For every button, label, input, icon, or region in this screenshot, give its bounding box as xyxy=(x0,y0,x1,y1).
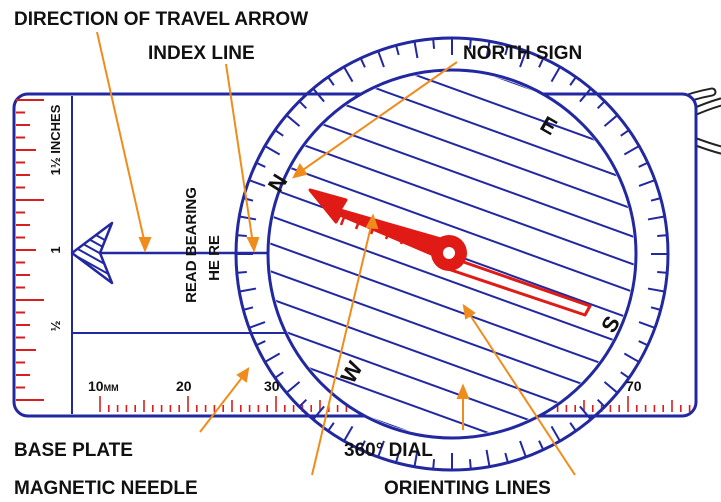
dial-tick xyxy=(256,340,266,346)
dial-tick xyxy=(343,67,354,83)
mm-label-20: 20 xyxy=(176,378,192,394)
dial-tick xyxy=(657,234,667,238)
dial-tick xyxy=(240,287,257,293)
dial-tick xyxy=(413,42,419,59)
dial-tick xyxy=(244,306,254,311)
inch-ruler-ticks xyxy=(16,99,44,401)
dial-tick xyxy=(265,145,281,156)
magnetic-needle xyxy=(308,188,592,317)
orienting-line xyxy=(270,213,634,393)
dial-outer-ring xyxy=(234,36,670,472)
dial-tick xyxy=(650,306,660,311)
dial-tick xyxy=(286,115,301,127)
dial-tick xyxy=(579,88,591,103)
mm-label-70: 70 xyxy=(626,378,642,394)
dial-tick xyxy=(647,215,664,221)
dial-tick xyxy=(579,405,591,420)
dial-tick xyxy=(256,162,266,168)
mm-label-30: 30 xyxy=(264,378,280,394)
dial-tick xyxy=(550,425,561,441)
dial-degree-ticks xyxy=(237,39,667,469)
dial-tick xyxy=(485,449,491,466)
dial-tick xyxy=(538,440,544,450)
inch-label-one: 1 xyxy=(48,246,63,253)
dial-tick xyxy=(286,381,301,393)
label-direction-of-travel-arrow: DIRECTION OF TRAVEL ARROW xyxy=(14,9,308,30)
dial-tick xyxy=(377,440,385,457)
dial-tick xyxy=(519,440,527,457)
label-magnetic-needle: MAGNETIC NEEDLE xyxy=(14,478,198,499)
dial-tick xyxy=(275,129,284,137)
dial-tick xyxy=(538,58,544,68)
read-bearing-line2: HE RE xyxy=(206,235,223,281)
label-base-plate: BASE PLATE xyxy=(14,440,133,461)
orienting-line xyxy=(270,115,634,295)
dial-tick xyxy=(596,101,605,110)
label-index-line: INDEX LINE xyxy=(148,43,255,64)
mm-label-10-value: 10 xyxy=(88,378,104,394)
orienting-line xyxy=(270,335,634,436)
label-north-sign: NORTH SIGN xyxy=(463,43,582,64)
dial-tick xyxy=(327,77,335,86)
dial-tick xyxy=(620,371,629,379)
dial-tick xyxy=(504,46,509,56)
dial-tick xyxy=(620,129,629,137)
mm-label-10: 10MM xyxy=(88,378,119,394)
dial-tick xyxy=(638,340,648,346)
dial-tick xyxy=(623,352,639,363)
dial-tick xyxy=(237,270,247,274)
orienting-line xyxy=(270,311,634,436)
callout-leaders xyxy=(96,31,576,476)
dial-tick xyxy=(432,39,436,49)
inch-label-half: ½ xyxy=(48,320,63,331)
dial-tick xyxy=(569,422,577,431)
dial-tick xyxy=(569,77,577,86)
inch-label-one-and-half: 1½ INCHES xyxy=(48,104,63,175)
dial-tick xyxy=(485,42,491,59)
dial-tick xyxy=(343,425,354,441)
dial-tick xyxy=(360,440,366,450)
dial-tick xyxy=(603,381,618,393)
dial-tick xyxy=(650,197,660,202)
dial-tick xyxy=(468,39,472,49)
dial-tick xyxy=(657,270,667,274)
dial-tick xyxy=(638,321,655,329)
dial-tick xyxy=(603,115,618,127)
direction-arrow-icon xyxy=(70,221,114,285)
dial-tick xyxy=(638,162,648,168)
orienting-line xyxy=(270,72,634,173)
dial-tick xyxy=(432,459,436,469)
dial-tick xyxy=(596,398,605,407)
dial-tick xyxy=(519,51,527,68)
label-360-dial: 360° DIAL xyxy=(344,440,433,461)
dial-tick xyxy=(313,405,325,420)
dial-tick xyxy=(265,352,281,363)
dial-tick xyxy=(647,287,664,293)
dial-tick xyxy=(623,145,639,156)
dial-tick xyxy=(468,459,472,469)
dial-tick xyxy=(313,88,325,103)
dial-tick xyxy=(327,422,335,431)
mm-label-10-unit: MM xyxy=(104,383,119,393)
dial-tick xyxy=(504,452,509,462)
dial-tick xyxy=(395,452,400,462)
label-orienting-lines: ORIENTING LINES xyxy=(384,478,551,499)
dial-tick xyxy=(638,179,655,187)
dial-tick xyxy=(249,321,266,329)
read-bearing-line1: READ BEARING xyxy=(183,187,200,303)
dial-tick xyxy=(249,179,266,187)
dial-tick xyxy=(275,371,284,379)
dial-tick xyxy=(299,398,308,407)
dial-tick xyxy=(395,46,400,56)
dial-tick xyxy=(377,51,385,68)
orienting-line xyxy=(270,72,634,197)
dial-tick xyxy=(360,58,366,68)
dial-tick xyxy=(413,449,419,466)
dial-tick xyxy=(550,67,561,83)
dial-tick xyxy=(299,101,308,110)
orienting-line xyxy=(270,189,634,368)
dial-tick xyxy=(237,234,247,238)
